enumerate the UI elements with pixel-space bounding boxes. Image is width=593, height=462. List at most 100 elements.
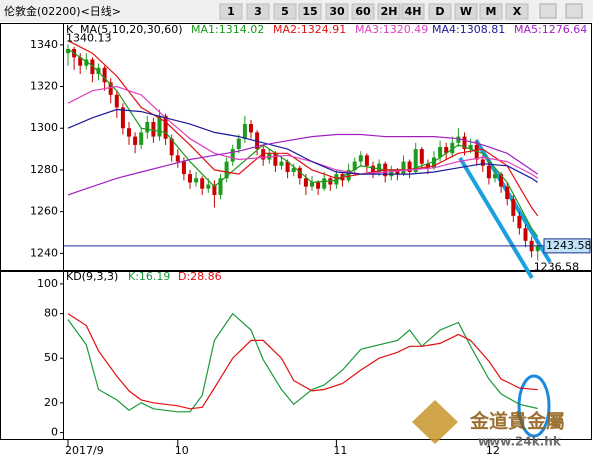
candle-body [175,155,180,162]
candle-body [242,124,247,139]
candle-body [194,178,199,183]
candle-body [200,178,205,189]
candle-body [505,186,510,200]
candle-body [499,174,504,187]
legend-entry: K:16.19 [128,270,170,283]
y-tick-label: 1240 [30,246,58,259]
candle-body [438,147,443,158]
candle-body [188,174,192,183]
toolbar-button[interactable] [298,3,322,20]
candle-body [114,94,119,108]
candle-body [66,49,70,54]
high-label: 1340.13 [66,32,112,45]
toolbar-button-label[interactable]: 2H [381,5,398,18]
icon-button[interactable] [565,3,583,19]
toolbar-button[interactable] [505,3,529,20]
toolbar-button-label[interactable]: 60 [355,5,371,18]
toolbar-button[interactable] [273,3,297,20]
candle-body [145,121,150,133]
y-tick-label: 1300 [30,121,58,134]
toolbar-button-label[interactable]: 15 [302,5,317,18]
toolbar-button[interactable] [377,3,401,20]
kd-panel [0,271,592,440]
candle-body [102,67,107,83]
toolbar-button[interactable] [351,3,375,20]
watermark-name: 金道貴金屬 [469,410,565,433]
toolbar-button[interactable] [325,3,349,20]
toolbar-button-label[interactable]: 1 [227,5,235,18]
toolbar-button[interactable] [246,3,270,20]
candle-body [133,136,138,145]
candle-body [139,132,144,145]
candle-body [169,138,174,156]
candle-body [511,199,516,216]
price-tag-label: 1243.58 [546,239,592,252]
series-line [67,40,539,217]
candle-body [486,165,491,179]
toolbar-button-label[interactable]: D [435,5,444,18]
icon-button[interactable] [539,3,557,19]
candle-body [352,161,357,170]
toolbar-button-label[interactable]: X [513,5,522,18]
toolbar-button-label[interactable]: 3 [254,5,262,18]
toolbar-button[interactable] [454,3,478,20]
candle-body [230,149,235,162]
candle-body [236,138,241,150]
series-line [67,312,538,413]
candle-body [358,155,363,162]
candle-body [401,161,406,175]
legend-entry: D:28.86 [178,270,222,283]
y-tick-label: 1340 [30,38,58,51]
candle-body [84,59,89,66]
series-line [67,85,539,179]
candle-body [432,157,436,168]
series-line [67,313,538,410]
candle-body [389,169,394,177]
candle-body [108,82,113,95]
candle-body [377,163,382,173]
candle-body [474,144,479,160]
toolbar-button-label[interactable]: 4H [405,5,422,18]
y-tick-label: 80 [44,307,58,320]
circle-annotation [517,374,551,438]
y-tick-label: 100 [37,277,58,290]
toolbar-button[interactable] [428,3,452,20]
y-tick-label: 1260 [30,205,58,218]
toolbar-button-label[interactable]: 30 [329,5,345,18]
toolbar-button[interactable] [479,3,503,20]
candle-body [120,107,125,129]
toolbar-button-label[interactable]: 5 [281,5,289,18]
toolbar-button-label[interactable]: M [486,5,497,18]
candle-body [334,174,339,185]
y-tick-label: 1320 [30,80,58,93]
watermark-logo [412,400,458,444]
toolbar-button[interactable] [401,3,425,20]
candle-body [78,57,83,66]
candle-body [316,182,321,189]
legend-entry: MA1:1314.02 [191,23,264,36]
candle-body [456,136,461,143]
toolbar-button[interactable] [219,3,243,20]
candle-body [127,128,131,137]
legend-entry: MA2:1324.91 [273,23,346,36]
low-label: 1236.58 [534,260,580,273]
candle-body [425,163,430,168]
legend-entry: MA5:1276.64 [514,23,587,36]
legend-entry: MA4:1308.81 [432,23,505,36]
trend-annotation [458,156,534,280]
x-tick-label: 11 [333,444,347,457]
kd-title: KD(9,3,3) [66,270,118,283]
toolbar-button-label[interactable]: W [460,5,472,18]
candle-body [407,161,412,173]
y-tick-label: 1280 [30,163,58,176]
y-tick-label: 0 [51,426,58,439]
indicator-label: MA(5,10,20,30,60) [80,23,183,36]
candle-body [90,59,95,75]
candle-body [218,178,223,195]
candle-body [444,147,449,154]
x-tick-label: 2017/9 [65,444,104,457]
toolbar-title: 伦敦金(02200)<日线> [4,4,121,18]
candle-body [96,67,101,75]
candle-body [273,153,278,166]
